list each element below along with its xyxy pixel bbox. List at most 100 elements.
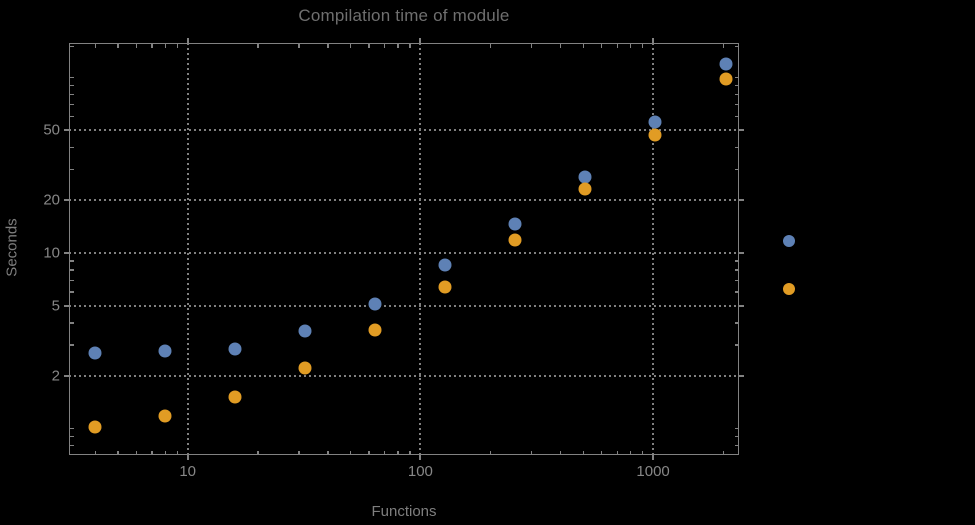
- y-minor-tick-left: [69, 93, 74, 96]
- x-minor-tick-top: [383, 43, 386, 48]
- y-minor-tick-left: [69, 427, 74, 430]
- y-major-tick-left: [64, 129, 69, 132]
- x-minor-tick-top: [582, 43, 584, 48]
- x-minor-tick-bottom: [530, 451, 533, 455]
- data-point-series-blue: [438, 258, 452, 272]
- data-point-series-blue: [228, 342, 242, 356]
- y-minor-tick-right: [734, 444, 739, 447]
- x-minor-tick-bottom: [117, 451, 119, 455]
- x-minor-tick-top: [368, 43, 370, 48]
- y-tick-label: 2: [51, 367, 60, 385]
- x-minor-tick-bottom: [368, 451, 370, 455]
- data-point-series-orange: [298, 361, 312, 375]
- data-point-series-orange: [368, 323, 382, 337]
- y-minor-tick-left: [69, 115, 74, 118]
- x-minor-tick-top: [600, 43, 603, 48]
- y-minor-tick-right: [734, 291, 739, 293]
- x-tick-label: 10: [179, 463, 197, 480]
- x-minor-tick-bottom: [151, 451, 153, 455]
- y-minor-tick-right: [734, 168, 739, 171]
- y-minor-tick-left: [69, 279, 74, 281]
- x-gridline: [419, 43, 422, 455]
- y-major-tick-right: [739, 374, 744, 377]
- y-major-tick-right: [739, 199, 744, 202]
- y-gridline: [69, 129, 739, 132]
- y-tick-label: 5: [51, 297, 60, 315]
- x-minor-tick-bottom: [409, 451, 411, 455]
- x-minor-tick-top: [641, 43, 644, 48]
- x-minor-tick-top: [151, 43, 153, 48]
- y-minor-tick-left: [69, 104, 74, 106]
- x-minor-tick-bottom: [630, 451, 632, 455]
- y-tick-label: 10: [43, 244, 60, 262]
- x-minor-tick-top: [327, 43, 329, 48]
- x-gridline: [186, 43, 189, 455]
- legend-marker-orange: [783, 283, 795, 295]
- y-major-tick-right: [739, 129, 744, 132]
- y-minor-tick-right: [734, 435, 739, 438]
- x-minor-tick-bottom: [298, 451, 300, 455]
- y-major-tick-left: [64, 199, 69, 202]
- data-point-series-orange: [578, 182, 592, 196]
- x-axis-label: Functions: [371, 503, 437, 520]
- legend-marker-blue: [783, 235, 795, 247]
- data-point-series-blue: [88, 346, 102, 360]
- y-minor-tick-left: [69, 322, 74, 324]
- x-minor-tick-top: [164, 43, 167, 48]
- x-minor-tick-bottom: [641, 451, 644, 455]
- y-gridline: [69, 374, 739, 377]
- y-minor-tick-right: [734, 427, 739, 430]
- x-minor-tick-top: [298, 43, 300, 48]
- x-minor-tick-top: [94, 43, 96, 48]
- x-minor-tick-bottom: [176, 451, 178, 455]
- y-major-tick-right: [739, 304, 744, 307]
- x-minor-tick-bottom: [135, 451, 137, 455]
- data-point-series-blue: [578, 170, 592, 184]
- y-minor-tick-right: [734, 260, 739, 262]
- y-minor-tick-right: [734, 104, 739, 106]
- x-minor-tick-bottom: [327, 451, 329, 455]
- x-major-tick-top: [419, 38, 422, 43]
- x-minor-tick-bottom: [383, 451, 386, 455]
- y-tick-label: 50: [43, 121, 60, 139]
- x-minor-tick-bottom: [397, 451, 399, 455]
- y-major-tick-left: [64, 304, 69, 307]
- data-point-series-blue: [648, 115, 662, 129]
- data-point-series-orange: [719, 72, 733, 86]
- y-major-tick-left: [64, 374, 69, 377]
- data-point-series-orange: [158, 409, 172, 423]
- y-minor-tick-right: [734, 344, 739, 346]
- y-minor-tick-left: [69, 84, 74, 87]
- x-gridline: [652, 43, 655, 455]
- x-minor-tick-top: [117, 43, 119, 48]
- x-major-tick-bottom: [652, 455, 655, 460]
- y-minor-tick-left: [69, 435, 74, 438]
- data-point-series-blue: [719, 57, 733, 71]
- x-minor-tick-top: [559, 43, 562, 48]
- y-minor-tick-right: [734, 146, 739, 149]
- x-minor-tick-bottom: [616, 451, 618, 455]
- data-point-series-orange: [438, 280, 452, 294]
- chart-title: Compilation time of module: [298, 6, 510, 25]
- y-minor-tick-right: [734, 279, 739, 281]
- plot-area: [69, 43, 739, 455]
- y-gridline: [69, 199, 739, 202]
- y-major-tick-right: [739, 251, 744, 254]
- y-tick-label: 20: [43, 191, 60, 209]
- x-minor-tick-top: [397, 43, 399, 48]
- data-point-series-orange: [228, 390, 242, 404]
- y-minor-tick-right: [734, 84, 739, 87]
- data-point-series-blue: [158, 344, 172, 358]
- x-major-tick-bottom: [186, 455, 189, 460]
- x-minor-tick-top: [630, 43, 632, 48]
- data-point-series-orange: [88, 420, 102, 434]
- x-minor-tick-top: [530, 43, 533, 48]
- y-minor-tick-left: [69, 291, 74, 293]
- data-point-series-blue: [508, 217, 522, 231]
- x-minor-tick-top: [349, 43, 352, 48]
- data-point-series-blue: [368, 297, 382, 311]
- data-point-series-orange: [508, 233, 522, 247]
- x-minor-tick-bottom: [582, 451, 584, 455]
- data-point-series-orange: [648, 128, 662, 142]
